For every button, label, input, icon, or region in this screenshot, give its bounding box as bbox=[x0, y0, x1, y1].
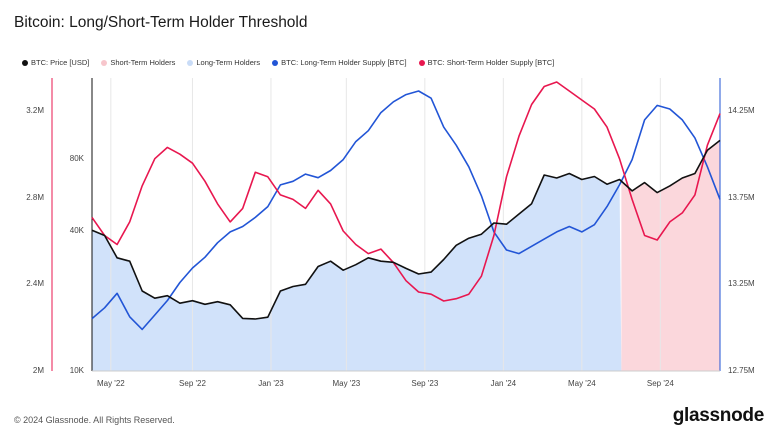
legend-item-lth[interactable]: Long-Term Holders bbox=[187, 58, 260, 67]
region-long-term bbox=[92, 173, 622, 371]
legend-label: Long-Term Holders bbox=[196, 58, 261, 67]
legend-item-sth[interactable]: Short-Term Holders bbox=[101, 58, 175, 67]
legend-dot-icon bbox=[101, 59, 108, 66]
legend-item-sth-supply[interactable]: BTC: Short-Term Holder Supply [BTC] bbox=[418, 58, 555, 67]
legend-label: BTC: Short-Term Holder Supply [BTC] bbox=[427, 58, 555, 67]
legend-dot-icon bbox=[418, 59, 425, 66]
y-left-outer-tick-label: 3.2M bbox=[26, 106, 44, 115]
legend-dot-icon bbox=[187, 59, 194, 66]
y-right-tick-label: 13.75M bbox=[728, 193, 755, 202]
legend-item-lth-supply[interactable]: BTC: Long-Term Holder Supply [BTC] bbox=[272, 58, 407, 67]
y-right-tick-label: 14.25M bbox=[728, 106, 755, 115]
legend-label: BTC: Price [USD] bbox=[31, 58, 90, 67]
x-tick-label: Jan '23 bbox=[258, 379, 284, 388]
y-left-inner-tick-label: 80K bbox=[70, 154, 85, 163]
y-right-tick-label: 12.75M bbox=[728, 366, 755, 375]
x-tick-label: May '23 bbox=[332, 379, 360, 388]
y-left-outer-tick-label: 2M bbox=[33, 366, 44, 375]
series-line-sth-supply bbox=[91, 81, 721, 302]
glassnode-logo: glassnode bbox=[672, 405, 765, 426]
legend-label: Short-Term Holders bbox=[110, 58, 176, 67]
y-left-outer-tick-label: 2.4M bbox=[26, 279, 44, 288]
chart-title: Bitcoin: Long/Short-Term Holder Threshol… bbox=[14, 14, 308, 31]
legend-dot-icon bbox=[272, 59, 279, 66]
copyright-text: © 2024 Glassnode. All Rights Reserved. bbox=[14, 415, 175, 425]
x-tick-label: May '24 bbox=[568, 379, 596, 388]
x-tick-label: Jan '24 bbox=[491, 379, 517, 388]
x-tick-label: Sep '24 bbox=[647, 379, 674, 388]
series-line-lth-supply bbox=[91, 90, 721, 331]
y-left-inner-tick-label: 10K bbox=[70, 366, 85, 375]
y-right-tick-label: 13.25M bbox=[728, 279, 755, 288]
region-short-term bbox=[621, 140, 720, 371]
y-left-inner-tick-label: 40K bbox=[70, 226, 85, 235]
legend-label: BTC: Long-Term Holder Supply [BTC] bbox=[281, 58, 407, 67]
x-tick-label: May '22 bbox=[97, 379, 125, 388]
x-tick-label: Sep '23 bbox=[411, 379, 438, 388]
legend-item-price[interactable]: BTC: Price [USD] bbox=[22, 58, 89, 67]
legend-dot-icon bbox=[22, 59, 28, 66]
chart-legend: BTC: Price [USD] Short-Term Holders Long… bbox=[22, 58, 554, 67]
series-line-price bbox=[91, 139, 721, 320]
y-left-outer-tick-label: 2.8M bbox=[26, 193, 44, 202]
x-tick-label: Sep '22 bbox=[179, 379, 206, 388]
